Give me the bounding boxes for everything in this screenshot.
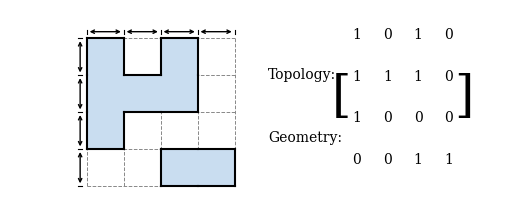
Bar [161,149,198,186]
Bar [87,38,124,75]
Text: Topology:: Topology: [268,68,336,82]
Text: 0: 0 [414,111,422,125]
Text: [: [ [331,73,351,122]
Text: 0: 0 [383,28,392,42]
Text: 1: 1 [414,28,422,42]
Text: 0: 0 [352,153,361,167]
Text: ]: ] [454,73,474,122]
Text: 0: 0 [445,28,453,42]
Bar [87,75,124,112]
Text: 0: 0 [383,111,392,125]
Text: 1: 1 [414,69,422,83]
Text: Geometry:: Geometry: [268,131,342,145]
Text: 1: 1 [352,69,361,83]
Text: 1: 1 [444,153,453,167]
Bar [124,75,161,112]
Bar [161,75,198,112]
Text: 0: 0 [445,69,453,83]
Bar [87,112,124,149]
Bar [161,38,198,75]
Text: 1: 1 [352,111,361,125]
Text: 0: 0 [383,153,392,167]
Text: 0: 0 [445,111,453,125]
Text: 1: 1 [383,69,392,83]
Text: 1: 1 [352,28,361,42]
Bar [198,149,235,186]
Text: 1: 1 [414,153,422,167]
